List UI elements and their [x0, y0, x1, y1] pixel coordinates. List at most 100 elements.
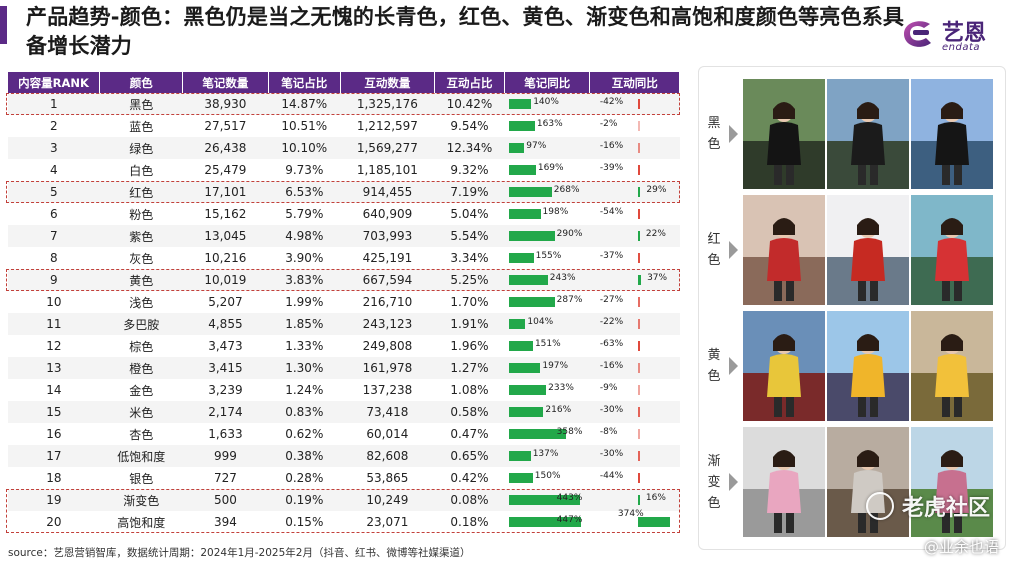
cell-rank: 3 — [8, 137, 100, 159]
table-row: 18 银色 727 0.28% 53,865 0.42% 150% -44% — [8, 467, 680, 489]
interaction-yoy-bar — [637, 275, 642, 285]
cell-interaction-yoy: -37% — [589, 247, 680, 269]
note-yoy-bar — [508, 297, 555, 307]
cell-rank: 16 — [8, 423, 100, 445]
cell-color: 红色 — [99, 181, 183, 203]
cell-interaction-yoy: 374% — [589, 509, 680, 533]
group-label: 黑色 — [707, 116, 721, 152]
photo-illustration — [743, 311, 825, 421]
cell-note-share: 1.24% — [268, 379, 341, 401]
note-yoy-bar — [508, 385, 547, 395]
page-title: 产品趋势-颜色：黑色仍是当之无愧的长青色，红色、黄色、渐变色和高饱和度颜色等亮色… — [26, 5, 905, 58]
cell-interaction-yoy: -39% — [589, 159, 680, 181]
interaction-yoy-label: -30% — [599, 449, 624, 459]
cell-interactions: 1,185,101 — [340, 159, 435, 181]
example-photo — [827, 311, 909, 421]
example-photo — [911, 79, 993, 189]
interaction-yoy-label: -54% — [599, 207, 624, 217]
cell-note-share: 9.73% — [268, 159, 341, 181]
note-yoy-label: 443% — [556, 493, 583, 503]
cell-note-yoy: 169% — [504, 159, 590, 181]
group-label: 渐变色 — [707, 453, 721, 511]
interaction-yoy-label: 29% — [646, 185, 667, 195]
cell-interactions: 1,325,176 — [340, 93, 435, 115]
table-row: 4 白色 25,479 9.73% 1,185,101 9.32% 169% -39% — [8, 159, 680, 181]
table-row: 17 低饱和度 999 0.38% 82,608 0.65% 137% -30% — [8, 445, 680, 467]
cell-interaction-yoy: -30% — [589, 445, 680, 467]
cell-interaction-yoy: 37% — [589, 269, 680, 291]
cell-color: 低饱和度 — [99, 445, 183, 467]
cell-interactions: 23,071 — [340, 511, 435, 533]
cell-rank: 19 — [8, 489, 100, 511]
cell-interactions: 137,238 — [340, 379, 435, 401]
watermark-main: 老虎社区 — [902, 496, 991, 521]
note-yoy-bar — [508, 121, 535, 131]
source-note: source：艺恩营销智库，数据统计周期：2024年1月-2025年2月（抖音、… — [8, 547, 471, 559]
cell-note-share: 3.90% — [268, 247, 341, 269]
interaction-yoy-label: -9% — [599, 383, 618, 393]
note-yoy-label: 233% — [548, 383, 574, 393]
interaction-yoy-bar — [637, 99, 640, 109]
cell-rank: 17 — [8, 445, 100, 467]
brand-logo: 艺恩 endata — [898, 10, 1018, 58]
cell-color: 粉色 — [99, 203, 183, 225]
cell-note-share: 1.33% — [268, 335, 341, 357]
cell-notes: 10,216 — [182, 247, 269, 269]
example-photo — [827, 427, 909, 537]
header-interaction-share: 互动占比 — [434, 72, 506, 93]
header-rank: 内容量RANK — [8, 72, 101, 93]
title-accent-bar — [0, 6, 7, 44]
photo-illustration — [743, 79, 825, 189]
note-yoy-label: 243% — [549, 273, 576, 283]
cell-color: 棕色 — [99, 335, 183, 357]
note-yoy-bar — [508, 165, 536, 175]
table-row: 19 渐变色 500 0.19% 10,249 0.08% 443% 16% — [8, 489, 680, 511]
interaction-yoy-bar — [637, 319, 640, 329]
interaction-yoy-label: -44% — [599, 471, 624, 481]
cell-interaction-yoy: -9% — [589, 379, 680, 401]
cell-interactions: 425,191 — [340, 247, 435, 269]
interaction-yoy-label: -63% — [599, 339, 624, 349]
note-yoy-label: 447% — [556, 515, 583, 525]
cell-interaction-yoy: -8% — [589, 423, 680, 445]
cell-color: 银色 — [99, 467, 183, 489]
cell-color: 灰色 — [99, 247, 183, 269]
cell-interactions: 216,710 — [340, 291, 435, 313]
interaction-yoy-bar — [637, 473, 640, 483]
note-yoy-label: 104% — [527, 317, 554, 327]
cell-note-yoy: 216% — [504, 401, 590, 423]
interaction-yoy-label: -8% — [599, 427, 618, 437]
cell-interaction-yoy: -54% — [589, 203, 680, 225]
header-notes: 笔记数量 — [182, 72, 269, 93]
interaction-yoy-bar — [637, 363, 640, 373]
cell-note-yoy: 151% — [504, 335, 590, 357]
note-yoy-label: 290% — [556, 229, 583, 239]
note-yoy-bar — [508, 517, 581, 527]
cell-note-yoy: 104% — [504, 313, 590, 335]
note-yoy-label: 287% — [556, 295, 583, 305]
cell-rank: 13 — [8, 357, 100, 379]
pointer-arrow-icon — [729, 125, 738, 143]
cell-rank: 18 — [8, 467, 100, 489]
table-row: 2 蓝色 27,517 10.51% 1,212,597 9.54% 163% -2% — [8, 115, 680, 137]
group-label: 黄色 — [707, 348, 721, 384]
photo-illustration — [743, 195, 825, 305]
cell-interaction-yoy: -27% — [589, 291, 680, 313]
cell-notes: 15,162 — [182, 203, 269, 225]
cell-notes: 25,479 — [182, 159, 269, 181]
cell-rank: 5 — [8, 181, 100, 203]
cell-interactions: 161,978 — [340, 357, 435, 379]
interaction-yoy-bar — [637, 253, 640, 263]
pointer-arrow-icon — [729, 473, 738, 491]
cell-notes: 2,174 — [182, 401, 269, 423]
cell-note-share: 0.28% — [268, 467, 341, 489]
cell-note-yoy: 198% — [504, 203, 590, 225]
cell-note-share: 5.79% — [268, 203, 341, 225]
table-header-row: 内容量RANK 颜色 笔记数量 笔记占比 互动数量 互动占比 笔记同比 互动同比 — [8, 72, 680, 93]
cell-notes: 727 — [182, 467, 269, 489]
interaction-yoy-label: 22% — [645, 229, 666, 239]
cell-interaction-yoy: 16% — [589, 489, 680, 511]
cell-notes: 1,633 — [182, 423, 269, 445]
cell-notes: 27,517 — [182, 115, 269, 137]
header-interaction-yoy: 互动同比 — [589, 72, 680, 93]
